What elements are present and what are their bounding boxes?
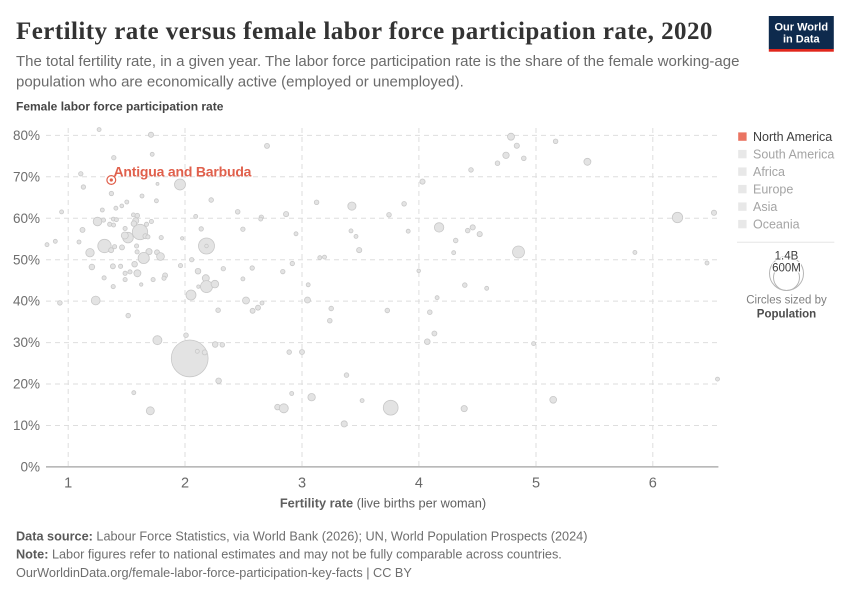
svg-text:OurWorldinData.org/female-labo: OurWorldinData.org/female-labor-force-pa… — [16, 566, 412, 580]
svg-text:1: 1 — [64, 476, 72, 492]
svg-text:Antigua and Barbuda: Antigua and Barbuda — [114, 164, 252, 180]
svg-text:1.4B: 1.4B — [775, 251, 799, 263]
svg-text:North America: North America — [753, 130, 832, 144]
svg-text:population who are economicall: population who are economically active (… — [16, 74, 464, 91]
svg-text:5: 5 — [532, 476, 540, 492]
svg-text:50%: 50% — [13, 252, 40, 267]
svg-text:80%: 80% — [13, 128, 40, 143]
svg-text:6: 6 — [649, 476, 657, 492]
svg-text:South America: South America — [753, 148, 834, 162]
svg-text:10%: 10% — [13, 418, 40, 433]
svg-text:40%: 40% — [13, 294, 40, 309]
svg-text:Our World: Our World — [775, 22, 829, 34]
svg-text:Data source: Labour Force Stat: Data source: Labour Force Statistics, vi… — [16, 529, 587, 543]
svg-text:30%: 30% — [13, 335, 40, 350]
svg-text:Note: Labor figures refer to n: Note: Labor figures refer to national es… — [16, 548, 562, 562]
svg-text:20%: 20% — [13, 377, 40, 392]
svg-text:70%: 70% — [13, 169, 40, 184]
svg-text:in Data: in Data — [783, 34, 821, 46]
svg-text:Female labor force participati: Female labor force participation rate — [16, 100, 224, 114]
svg-text:Population: Population — [757, 308, 816, 320]
svg-text:60%: 60% — [13, 211, 40, 226]
svg-text:4: 4 — [415, 476, 423, 492]
svg-text:Fertility rate versus female l: Fertility rate versus female labor force… — [16, 18, 713, 45]
svg-text:Asia: Asia — [753, 200, 777, 214]
svg-text:0%: 0% — [20, 460, 40, 475]
svg-text:Oceania: Oceania — [753, 218, 800, 232]
svg-text:Fertility rate (live births pe: Fertility rate (live births per woman) — [280, 496, 486, 511]
svg-text:2: 2 — [181, 476, 189, 492]
svg-text:600M: 600M — [772, 263, 801, 275]
svg-text:Africa: Africa — [753, 165, 785, 179]
svg-text:The total fertility rate, in a: The total fertility rate, in a given yea… — [16, 53, 739, 70]
svg-text:Europe: Europe — [753, 183, 793, 197]
svg-text:Circles sized by: Circles sized by — [746, 295, 827, 307]
svg-text:3: 3 — [298, 476, 306, 492]
